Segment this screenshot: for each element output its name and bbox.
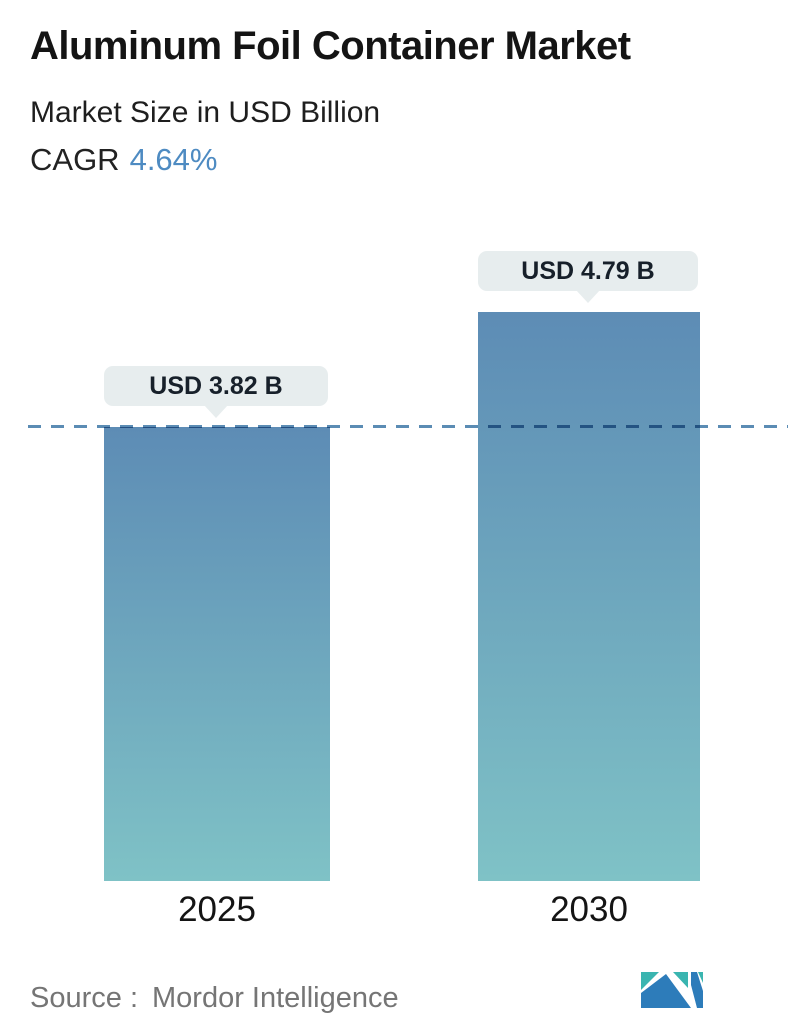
axis-label-2030: 2030	[550, 890, 628, 929]
source-label: Source :	[30, 982, 138, 1014]
reference-dashed-line	[28, 425, 788, 428]
cagr-value: 4.64%	[129, 142, 218, 177]
source-text: Source : Mordor Intelligence	[30, 982, 399, 1015]
value-label-2030: USD 4.79 B	[478, 251, 698, 303]
chart-subtitle: Market Size in USD Billion	[30, 96, 381, 129]
cagr-line: CAGR 4.64%	[30, 142, 217, 178]
bar-group-2025: USD 3.82 B 2025	[104, 0, 330, 1034]
mordor-intelligence-logo	[641, 972, 703, 1008]
value-label-2025: USD 3.82 B	[104, 366, 328, 418]
page-title: Aluminum Foil Container Market	[30, 24, 631, 68]
value-label-text: USD 3.82 B	[149, 371, 283, 400]
source-value: Mordor Intelligence	[152, 982, 399, 1014]
tooltip-pointer-icon	[204, 405, 228, 418]
bar-2025	[104, 427, 330, 881]
value-label-text: USD 4.79 B	[521, 256, 655, 285]
bar-group-2030: USD 4.79 B 2030	[478, 0, 700, 1034]
tooltip-pointer-icon	[576, 290, 600, 303]
bar-2030	[478, 312, 700, 881]
axis-label-2025: 2025	[178, 890, 256, 929]
cagr-label: CAGR	[30, 142, 120, 177]
